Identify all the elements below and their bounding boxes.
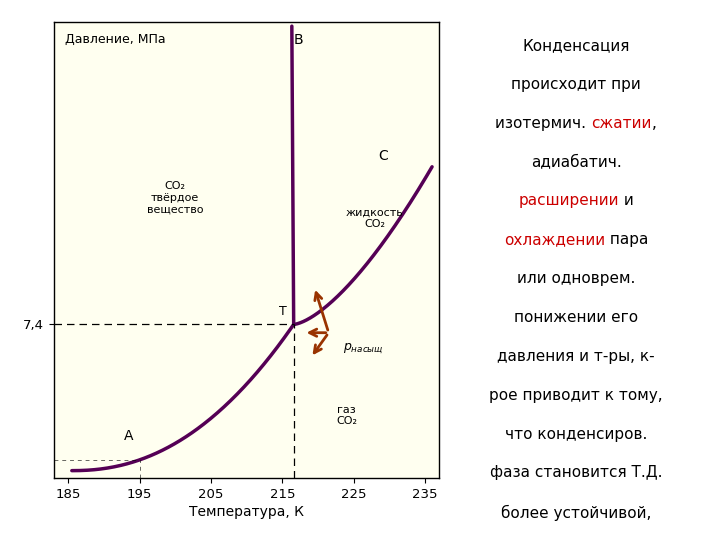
Text: B: B bbox=[294, 33, 304, 47]
X-axis label: Температура, К: Температура, К bbox=[189, 505, 304, 519]
Text: Давление, МПа: Давление, МПа bbox=[65, 33, 166, 46]
Text: охлаждении: охлаждении bbox=[504, 232, 605, 247]
Text: Конденсация: Конденсация bbox=[522, 38, 630, 53]
Text: что конденсиров.: что конденсиров. bbox=[505, 427, 647, 442]
Text: понижении его: понижении его bbox=[514, 310, 638, 325]
Text: и: и bbox=[619, 193, 634, 208]
Text: жидкость
CO₂: жидкость CO₂ bbox=[346, 208, 404, 230]
Text: изотермич.: изотермич. bbox=[495, 116, 591, 131]
Text: или одноврем.: или одноврем. bbox=[517, 271, 635, 286]
Text: происходит при: происходит при bbox=[511, 77, 641, 92]
Text: расширении: расширении bbox=[518, 193, 619, 208]
Text: A: A bbox=[124, 429, 134, 443]
Text: давления и т-ры, к-: давления и т-ры, к- bbox=[498, 349, 654, 364]
Text: T: T bbox=[279, 305, 287, 318]
Text: адиабатич.: адиабатич. bbox=[531, 154, 621, 170]
Text: пара: пара bbox=[605, 232, 648, 247]
Text: $р_{насыщ}$: $р_{насыщ}$ bbox=[343, 342, 384, 356]
Text: сжатии: сжатии bbox=[591, 116, 652, 131]
Text: рое приводит к тому,: рое приводит к тому, bbox=[489, 388, 663, 403]
Text: газ
CO₂: газ CO₂ bbox=[336, 405, 357, 427]
Text: ,: , bbox=[652, 116, 657, 131]
Text: фаза становится Т.Д.: фаза становится Т.Д. bbox=[490, 465, 662, 481]
Text: более устойчивой,: более устойчивой, bbox=[501, 504, 651, 521]
Text: C: C bbox=[379, 150, 388, 164]
Text: CO₂
твёрдое
вещество: CO₂ твёрдое вещество bbox=[147, 181, 204, 214]
